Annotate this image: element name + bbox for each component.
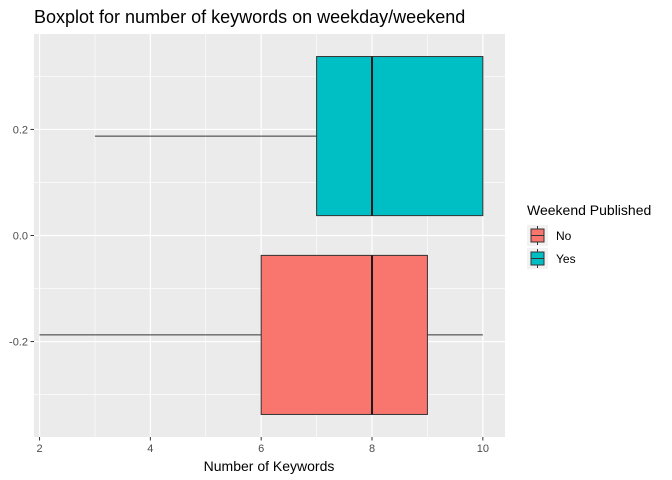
iqr-box-no [260,254,428,415]
boxes [39,56,484,415]
box-yes [94,56,484,217]
y-tick-label: -0.2 [9,337,28,349]
legend-item-yes: Yes [527,248,576,269]
x-tick-label: 10 [477,443,489,455]
x-tick-label: 4 [147,443,153,455]
x-tick-label: 8 [369,443,375,455]
legend-label-yes: Yes [556,252,576,266]
x-axis-title: Number of Keywords [204,458,335,474]
y-tick-label: 0.0 [13,231,28,243]
box-no [39,254,483,415]
legend: Weekend Published No Yes [527,202,651,269]
legend-item-no: No [527,225,572,246]
legend-title: Weekend Published [527,202,651,218]
x-axis: 2 4 6 8 10 [36,437,489,455]
legend-label-no: No [556,229,572,243]
x-tick-label: 6 [258,443,264,455]
x-tick-label: 2 [36,443,42,455]
y-axis: -0.2 0.0 0.2 [9,124,34,349]
iqr-box-yes [316,56,484,217]
y-tick-label: 0.2 [13,124,28,136]
chart-title: Boxplot for number of keywords on weekda… [34,7,465,27]
